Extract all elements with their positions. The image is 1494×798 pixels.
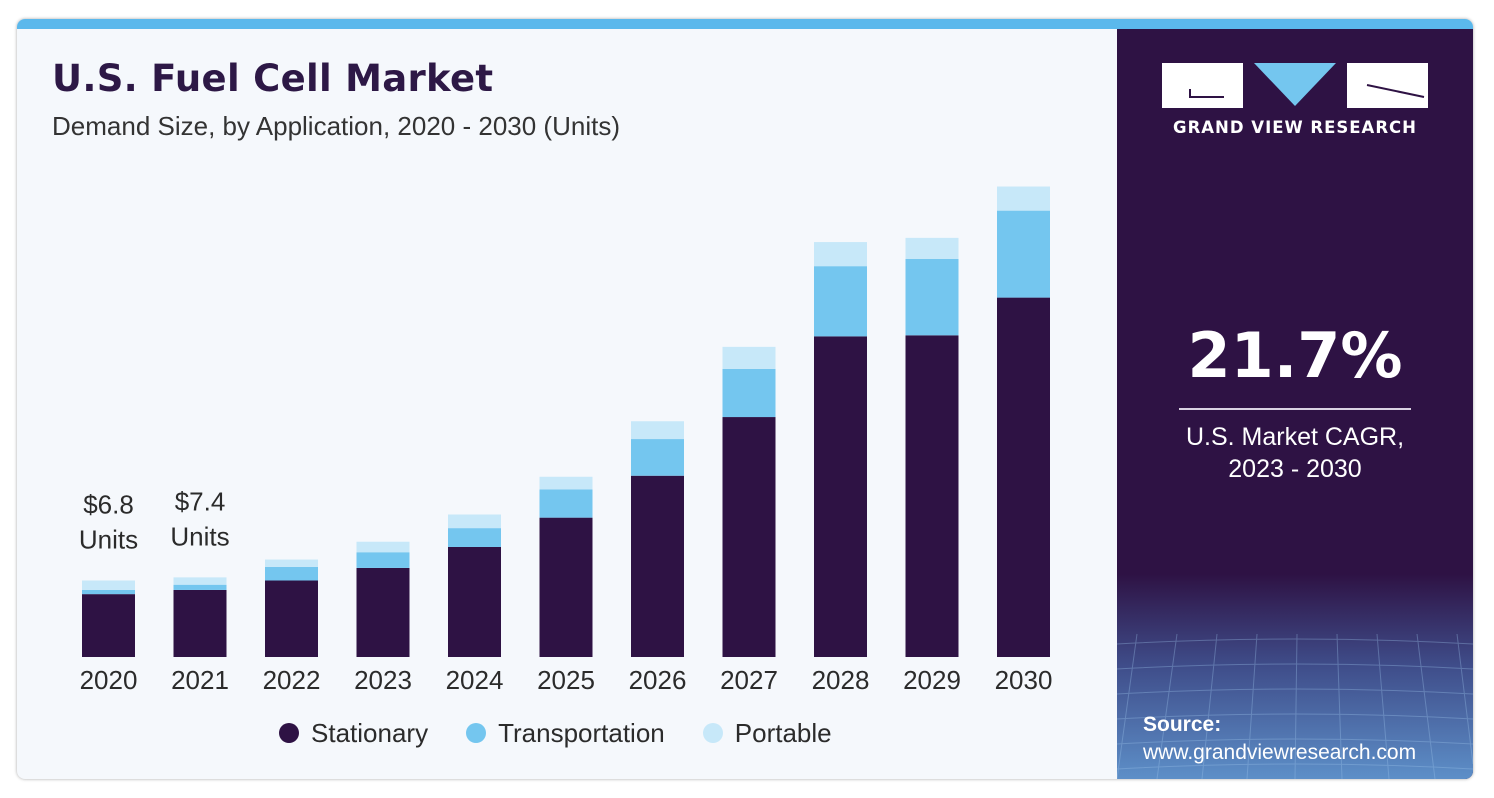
chart-title: U.S. Fuel Cell Market — [52, 57, 494, 100]
legend-item-stationary: Stationary — [279, 718, 428, 749]
bar-transportation-2026 — [631, 439, 684, 476]
bar-stationary-2022 — [265, 580, 318, 657]
bar-transportation-2024 — [448, 528, 501, 547]
bar-transportation-2030 — [997, 210, 1050, 298]
grid-texture — [1117, 574, 1473, 779]
bar-portable-2020 — [82, 580, 135, 590]
source-link[interactable]: www.grandviewresearch.com — [1143, 741, 1417, 764]
bar-portable-2024 — [448, 514, 501, 529]
x-tick-label: 2020 — [80, 665, 138, 695]
bar-portable-2022 — [265, 559, 318, 567]
cagr-label-line2: 2023 - 2030 — [1228, 455, 1362, 483]
bar-portable-2030 — [997, 186, 1050, 211]
source-label: Source: — [1143, 713, 1222, 736]
brand-name: GRAND VIEW RESEARCH — [1173, 118, 1417, 137]
brand-panel: GRAND VIEW RESEARCH 21.7% U.S. Market CA… — [1117, 29, 1473, 779]
bar-stationary-2027 — [722, 417, 776, 657]
x-tick-label: 2022 — [263, 665, 321, 695]
bar-transportation-2021 — [173, 584, 227, 590]
cagr-label-line1: U.S. Market CAGR, — [1185, 423, 1405, 451]
x-tick-label: 2025 — [537, 665, 595, 695]
x-tick-label: 2028 — [812, 665, 870, 695]
cagr-label: U.S. Market CAGR, 2023 - 2030 — [1117, 421, 1473, 485]
legend-swatch — [702, 723, 723, 743]
bar-value-annotation: $6.8 — [83, 490, 134, 520]
bar-stationary-2024 — [448, 546, 501, 657]
bar-value-annotation: Units — [170, 521, 229, 551]
bar-stationary-2029 — [905, 335, 959, 657]
bar-transportation-2027 — [722, 368, 776, 418]
bar-transportation-2023 — [356, 552, 410, 568]
bar-transportation-2020 — [82, 589, 135, 595]
x-tick-label: 2024 — [446, 665, 504, 695]
legend-swatch — [279, 723, 299, 743]
bar-transportation-2022 — [265, 566, 318, 581]
bar-portable-2027 — [722, 346, 776, 369]
bar-stationary-2028 — [814, 336, 867, 657]
bar-stationary-2020 — [82, 594, 135, 657]
bar-stationary-2023 — [356, 567, 410, 657]
x-tick-label: 2027 — [720, 665, 778, 695]
x-tick-label: 2023 — [354, 665, 412, 695]
bar-transportation-2028 — [814, 266, 867, 337]
bar-transportation-2029 — [905, 258, 959, 336]
x-tick-label: 2026 — [629, 665, 687, 695]
bar-stationary-2025 — [539, 517, 593, 657]
legend-item-portable: Portable — [702, 717, 832, 749]
bar-portable-2021 — [173, 577, 227, 585]
x-tick-label: 2029 — [903, 665, 961, 695]
stacked-bar-chart: 2020 2021 2022 2023 2024 2025 2026 2027 2028 2029… — [79, 186, 1053, 695]
chart-legend: Stationary Transportation Portable — [279, 716, 870, 750]
x-tick-label: 2021 — [171, 665, 229, 695]
legend-label: Transportation — [498, 717, 665, 748]
accent-bar — [17, 19, 1473, 29]
bar-transportation-2025 — [539, 489, 593, 518]
bar-portable-2025 — [539, 476, 593, 490]
cagr-divider — [1179, 408, 1411, 410]
grand-view-research-logo — [1162, 63, 1428, 108]
legend-item-transportation: Transportation — [466, 718, 665, 749]
x-tick-label: 2030 — [995, 665, 1053, 695]
bar-value-annotation: Units — [79, 525, 138, 555]
bar-stationary-2030 — [997, 297, 1050, 657]
legend-label: Portable — [734, 717, 832, 748]
infographic-card: U.S. Fuel Cell Market Demand Size, by Ap… — [17, 19, 1473, 779]
legend-label: Stationary — [311, 717, 429, 748]
bar-stationary-2026 — [631, 475, 684, 657]
bar-portable-2028 — [814, 242, 867, 267]
cagr-value: 21.7% — [1187, 319, 1403, 392]
bar-portable-2026 — [631, 421, 684, 440]
bar-stationary-2021 — [173, 589, 227, 657]
bar-portable-2023 — [356, 541, 410, 553]
legend-swatch — [466, 723, 487, 743]
bar-portable-2029 — [905, 237, 959, 259]
chart-subtitle: Demand Size, by Application, 2020 - 2030… — [52, 111, 620, 141]
bar-value-annotation: $7.4 — [175, 486, 226, 516]
